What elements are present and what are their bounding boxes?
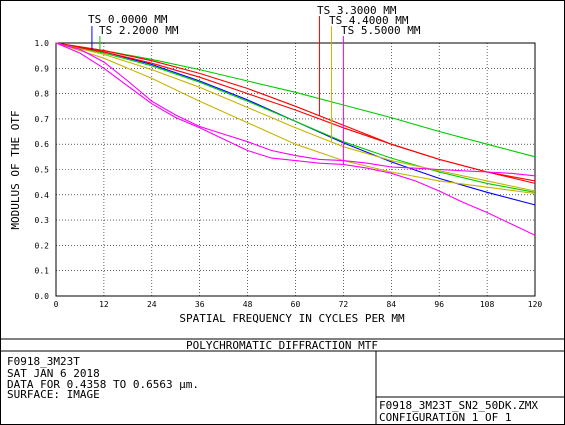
plot-area: 0 12 24 36 48 60 72 84 96 108 120 0.00.10.20.30.40… [35, 16, 543, 309]
mtf-series-line-4 [55, 42, 536, 184]
mtf-series-line-6 [55, 42, 536, 195]
x-tick-label: 72 [339, 300, 349, 309]
grid [55, 42, 536, 297]
x-tick-labels: 0 12 24 36 48 60 72 84 96 108 120 [54, 300, 543, 309]
y-tick-labels: 0.0 0.1 0.2 0.3 0.4 0.5 0.6 0.7 0.8 0.9 1.0 [35, 39, 50, 301]
field-label-4: TS 5.5000 MM [341, 24, 421, 37]
lens-name: F0918_3M23T [7, 355, 80, 368]
mtf-series-line-5 [55, 42, 536, 192]
page-title: POLYCHROMATIC DIFFRACTION MTF [186, 339, 378, 352]
field-label-0: TS 0.0000 MM [88, 13, 168, 26]
field-label-1: TS 2.2000 MM [99, 24, 179, 37]
field-label-3: TS 4.4000 MM [329, 14, 409, 27]
y-tick-label: 0.2 [35, 241, 50, 250]
info-block: POLYCHROMATIC DIFFRACTION MTF F0918_3M23… [0, 338, 565, 425]
x-tick-label: 60 [291, 300, 301, 309]
x-tick-label: 24 [147, 300, 157, 309]
y-tick-label: 1.0 [35, 39, 50, 48]
y-tick-label: 0.0 [35, 292, 50, 301]
x-tick-label: 48 [243, 300, 253, 309]
y-tick-label: 0.5 [35, 166, 50, 175]
y-tick-label: 0.1 [35, 267, 50, 276]
y-tick-label: 0.7 [35, 115, 50, 124]
mtf-series-line-7 [55, 42, 536, 236]
mtf-series-line-1 [55, 42, 536, 158]
x-tick-label: 36 [195, 300, 205, 309]
file-name: F0918_3M23T_SN2_50DK.ZMX [379, 399, 538, 412]
x-tick-label: 96 [434, 300, 444, 309]
y-tick-label: 0.4 [35, 191, 50, 200]
wavelength-range: DATA FOR 0.4358 TO 0.6563 µm. [7, 378, 199, 391]
y-tick-label: 0.9 [35, 64, 50, 73]
y-axis-label: MODULUS OF THE OTF [9, 110, 22, 229]
x-tick-label: 120 [528, 300, 543, 309]
mtf-series-line-2 [55, 42, 536, 193]
y-tick-label: 0.8 [35, 90, 50, 99]
x-tick-label: 108 [480, 300, 495, 309]
y-tick-label: 0.6 [35, 140, 50, 149]
x-axis-label: SPATIAL FREQUENCY IN CYCLES PER MM [179, 312, 405, 325]
field-label-2: TS 3.3000 MM [317, 4, 397, 17]
field-markers [91, 16, 344, 165]
series-group [55, 42, 536, 236]
surface-text: SURFACE: IMAGE [7, 388, 100, 401]
date-text: SAT JAN 6 2018 [7, 367, 100, 380]
mtf-series-line-8 [55, 42, 536, 177]
x-tick-label: 12 [99, 300, 109, 309]
x-tick-label: 0 [54, 300, 59, 309]
configuration-text: CONFIGURATION 1 OF 1 [379, 411, 511, 424]
x-tick-label: 84 [386, 300, 396, 309]
y-tick-label: 0.3 [35, 216, 50, 225]
